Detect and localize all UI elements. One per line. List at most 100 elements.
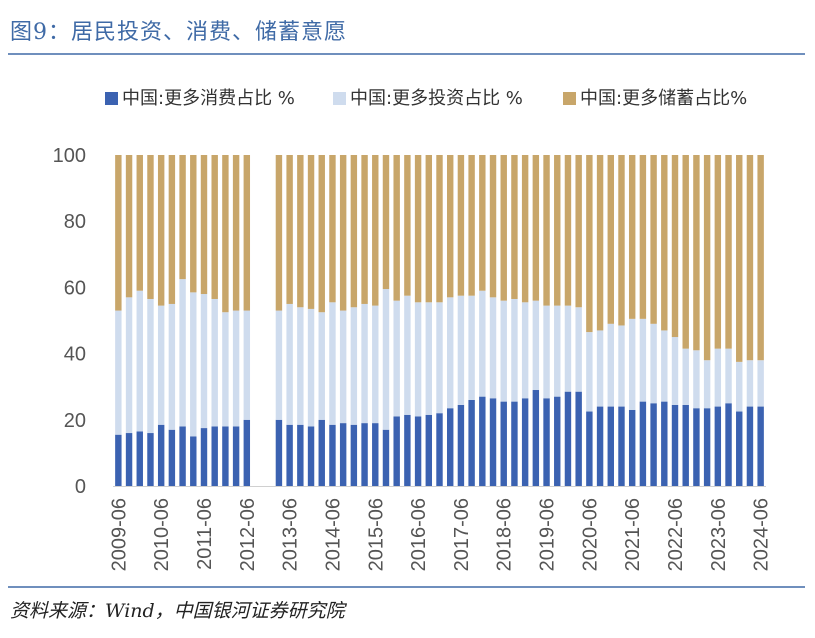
- bar-segment-consumption: [232, 426, 240, 486]
- bar-segment-investment: [200, 294, 208, 429]
- x-tick-label: 2013-06: [280, 498, 302, 571]
- top-rule: [8, 53, 805, 55]
- x-tick-label: 2024-06: [751, 498, 773, 571]
- bar-segment-consumption: [714, 406, 722, 486]
- bar-segment-investment: [468, 295, 475, 400]
- legend-label-investment: 中国:更多投资占比 %: [350, 88, 523, 109]
- bar-segment-savings: [125, 155, 133, 298]
- bar-segment-savings: [703, 155, 711, 361]
- bar-segment-investment: [521, 302, 529, 399]
- bar-segment-consumption: [436, 413, 443, 486]
- bar-segment-investment: [703, 360, 711, 409]
- bar-segment-savings: [136, 155, 143, 291]
- bar-segment-investment: [757, 360, 764, 407]
- legend-swatch-savings: [563, 92, 576, 105]
- bar-segment-investment: [618, 325, 625, 407]
- bar-segment-savings: [639, 155, 647, 319]
- bar-segment-savings: [618, 155, 625, 326]
- x-tick-label: 2009-06: [108, 498, 130, 571]
- y-axis: 0 20 40 60 80 100: [53, 145, 86, 498]
- bar-segment-investment: [211, 298, 218, 427]
- legend-swatch-consumption: [105, 92, 118, 105]
- x-tick-label: 2019-06: [537, 498, 559, 571]
- bar-segment-savings: [275, 155, 283, 311]
- bar-segment-consumption: [168, 429, 176, 486]
- bar-segment-investment: [318, 312, 325, 420]
- bar-segment-consumption: [190, 436, 197, 486]
- bar-segment-consumption: [575, 391, 582, 486]
- bar-segment-consumption: [489, 398, 497, 486]
- bar-segment-consumption: [286, 424, 293, 486]
- bar-segment-investment: [404, 295, 411, 415]
- bar-segment-savings: [147, 155, 154, 299]
- bar-segment-savings: [554, 155, 561, 306]
- bar-segment-investment: [693, 350, 700, 409]
- bar-segment-consumption: [157, 424, 165, 486]
- bar-segment-consumption: [725, 403, 732, 486]
- legend-swatch-investment: [333, 92, 346, 105]
- bar-segment-consumption: [425, 414, 433, 486]
- bar-segment-consumption: [136, 431, 143, 486]
- bar-segment-consumption: [307, 426, 315, 486]
- bar-segment-investment: [329, 302, 336, 425]
- bar-segment-savings: [297, 155, 304, 308]
- bar-segment-investment: [414, 302, 422, 417]
- x-tick-label: 2022-06: [665, 498, 687, 571]
- bar-segment-investment: [596, 330, 604, 407]
- bar-segment-savings: [671, 155, 679, 338]
- bar-segment-consumption: [671, 404, 679, 486]
- bar-segment-savings: [650, 155, 657, 324]
- bar-segment-investment: [286, 303, 293, 425]
- bar-segment-consumption: [329, 424, 336, 486]
- bar-segment-consumption: [693, 408, 700, 486]
- bar-segment-investment: [372, 305, 379, 424]
- bottom-rule: [8, 586, 805, 588]
- bar-segment-savings: [404, 155, 411, 296]
- bar-segment-consumption: [125, 433, 133, 486]
- bar-segment-investment: [682, 348, 689, 405]
- bar-segment-investment: [307, 308, 315, 427]
- bar-segment-investment: [243, 310, 251, 420]
- bar-segment-investment: [575, 307, 582, 392]
- bar-segment-consumption: [297, 424, 304, 486]
- bar-segment-consumption: [736, 411, 743, 486]
- bar-segment-savings: [361, 155, 368, 304]
- bar-segment-investment: [147, 298, 154, 434]
- bar-segment-consumption: [211, 426, 218, 486]
- bar-segment-investment: [736, 361, 743, 412]
- bar-segment-consumption: [596, 406, 604, 486]
- bar-segment-consumption: [414, 416, 422, 486]
- bar-segment-investment: [661, 330, 668, 402]
- bar-segment-savings: [200, 155, 208, 295]
- bar-segment-investment: [136, 290, 143, 432]
- bar-segment-consumption: [318, 419, 325, 486]
- bar-segment-investment: [179, 279, 186, 427]
- bar-segment-consumption: [757, 406, 764, 486]
- bar-segment-savings: [532, 155, 540, 301]
- bar-segment-savings: [115, 155, 122, 311]
- bar-segment-savings: [190, 155, 197, 293]
- bar-segment-investment: [168, 303, 176, 430]
- bar-segment-investment: [639, 318, 647, 402]
- bar-segment-savings: [307, 155, 315, 309]
- bar-segment-investment: [607, 323, 614, 407]
- bar-segment-savings: [661, 155, 668, 331]
- bar-segment-investment: [543, 305, 550, 399]
- bar-segment-savings: [350, 155, 358, 308]
- bar-segment-consumption: [446, 408, 454, 486]
- bar-segment-consumption: [618, 406, 625, 486]
- bar-segment-savings: [468, 155, 475, 296]
- bar-segment-consumption: [543, 398, 550, 486]
- bar-segment-savings: [596, 155, 604, 331]
- bar-segment-savings: [414, 155, 422, 303]
- bar-segment-consumption: [468, 399, 475, 486]
- bar-segment-investment: [479, 290, 486, 397]
- bar-segment-investment: [554, 305, 561, 397]
- bar-segment-consumption: [521, 398, 529, 486]
- bar-segment-savings: [564, 155, 572, 306]
- bar-segment-investment: [436, 302, 443, 414]
- bar-segment-consumption: [746, 406, 754, 486]
- bar-segment-savings: [168, 155, 176, 304]
- y-tick-label: 40: [64, 344, 86, 366]
